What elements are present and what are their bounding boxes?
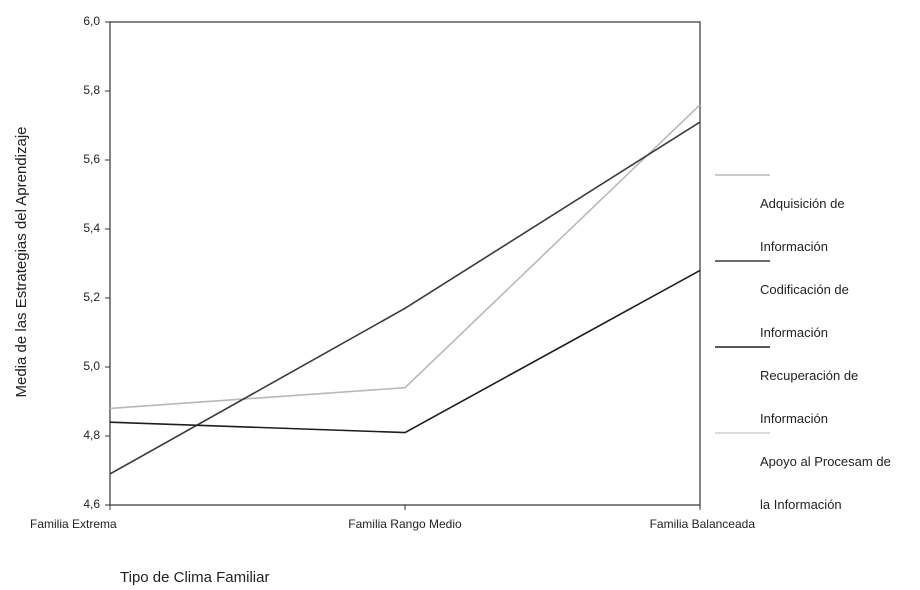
y-tick-label: 5,4 — [83, 221, 100, 235]
y-tick-label: 4,8 — [83, 428, 100, 442]
y-tick-label: 6,0 — [83, 14, 100, 28]
y-tick-label: 5,2 — [83, 290, 100, 304]
y-tick-label: 5,8 — [83, 83, 100, 97]
y-tick-label: 4,6 — [83, 497, 100, 511]
legend: Adquisición de Información Codificación d… — [760, 182, 900, 526]
y-axis-label: Media de las Estrategias del Aprendizaje — [13, 127, 30, 398]
legend-entry: Apoyo al Procesam de la Información — [760, 454, 891, 512]
legend-entry: Recuperación de Información — [760, 368, 859, 426]
y-tick-label: 5,6 — [83, 152, 100, 166]
x-tick-label: Familia Extrema — [30, 517, 117, 531]
line — [109, 104, 701, 410]
x-tick-label: Familia Balanceada — [650, 517, 756, 531]
line — [109, 121, 701, 475]
x-axis-label: Tipo de Clima Familiar — [120, 569, 269, 586]
x-tick-label: Familia Rango Medio — [348, 517, 462, 531]
legend-entry: Codificación de Información — [760, 282, 849, 340]
line — [109, 269, 701, 434]
legend-entry: Adquisición de Información — [760, 196, 845, 254]
y-tick-label: 5,0 — [83, 359, 100, 373]
